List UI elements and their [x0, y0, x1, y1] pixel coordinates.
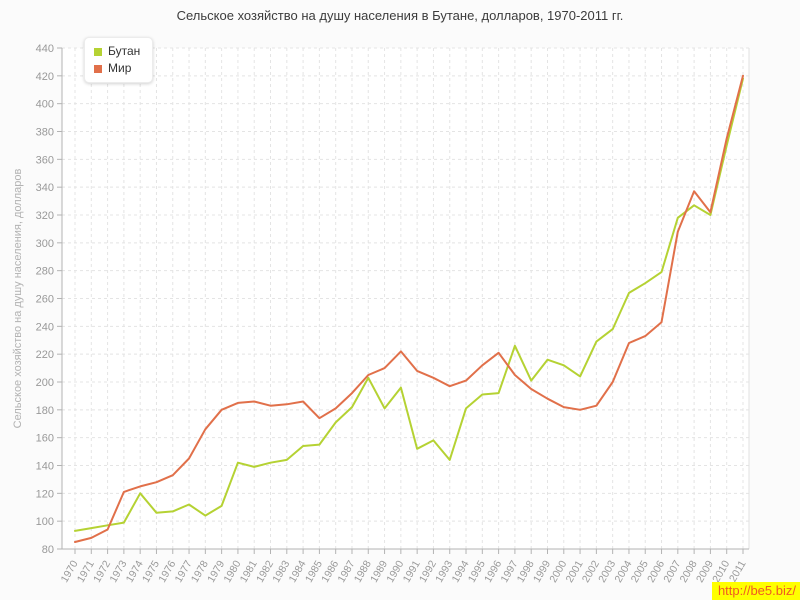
x-axis: 1970197119721973197419751976197719781979… — [59, 549, 749, 585]
y-tick-label: 220 — [36, 349, 54, 361]
y-tick-label: 360 — [36, 154, 54, 166]
mir-series-swatch-icon — [94, 64, 102, 73]
y-tick-label: 380 — [36, 127, 54, 139]
y-tick-label: 280 — [36, 266, 54, 278]
butan-series-swatch-icon — [94, 47, 102, 56]
y-tick-label: 340 — [36, 182, 54, 194]
y-tick-label: 200 — [36, 377, 54, 389]
y-tick-label: 440 — [36, 43, 54, 55]
x-tick-label: 2011 — [727, 558, 749, 584]
y-tick-label: 420 — [36, 71, 54, 83]
series-line-mir — [74, 74, 744, 543]
y-tick-label: 400 — [36, 99, 54, 111]
series-line-butan — [74, 77, 744, 532]
y-tick-label: 80 — [42, 544, 54, 556]
y-tick-label: 140 — [36, 461, 54, 473]
y-tick-label: 240 — [36, 321, 54, 333]
y-tick-label: 100 — [36, 516, 54, 528]
gridlines — [62, 47, 749, 549]
y-tick-label: 300 — [36, 238, 54, 250]
chart-title: Сельское хозяйство на душу населения в Б… — [176, 8, 624, 23]
mir-series-label: Мир — [108, 61, 132, 75]
y-tick-label: 320 — [36, 210, 54, 222]
watermark-link[interactable]: http://be5.biz/ — [711, 582, 800, 600]
y-tick-label: 260 — [36, 294, 54, 306]
x-tick-label: 2010 — [710, 558, 732, 584]
butan-series-label: Бутан — [108, 44, 141, 58]
y-tick-label: 120 — [36, 488, 54, 500]
legend-item-mir[interactable]: Мир — [94, 60, 140, 77]
y-tick-label: 160 — [36, 433, 54, 445]
legend: Бутан Мир — [84, 37, 154, 83]
legend-item-butan[interactable]: Бутан — [94, 43, 140, 60]
y-axis: 80 100 120 140 160 180 200 220 240 260 280 300 320 34… — [36, 43, 62, 556]
y-tick-label: 180 — [36, 405, 54, 417]
